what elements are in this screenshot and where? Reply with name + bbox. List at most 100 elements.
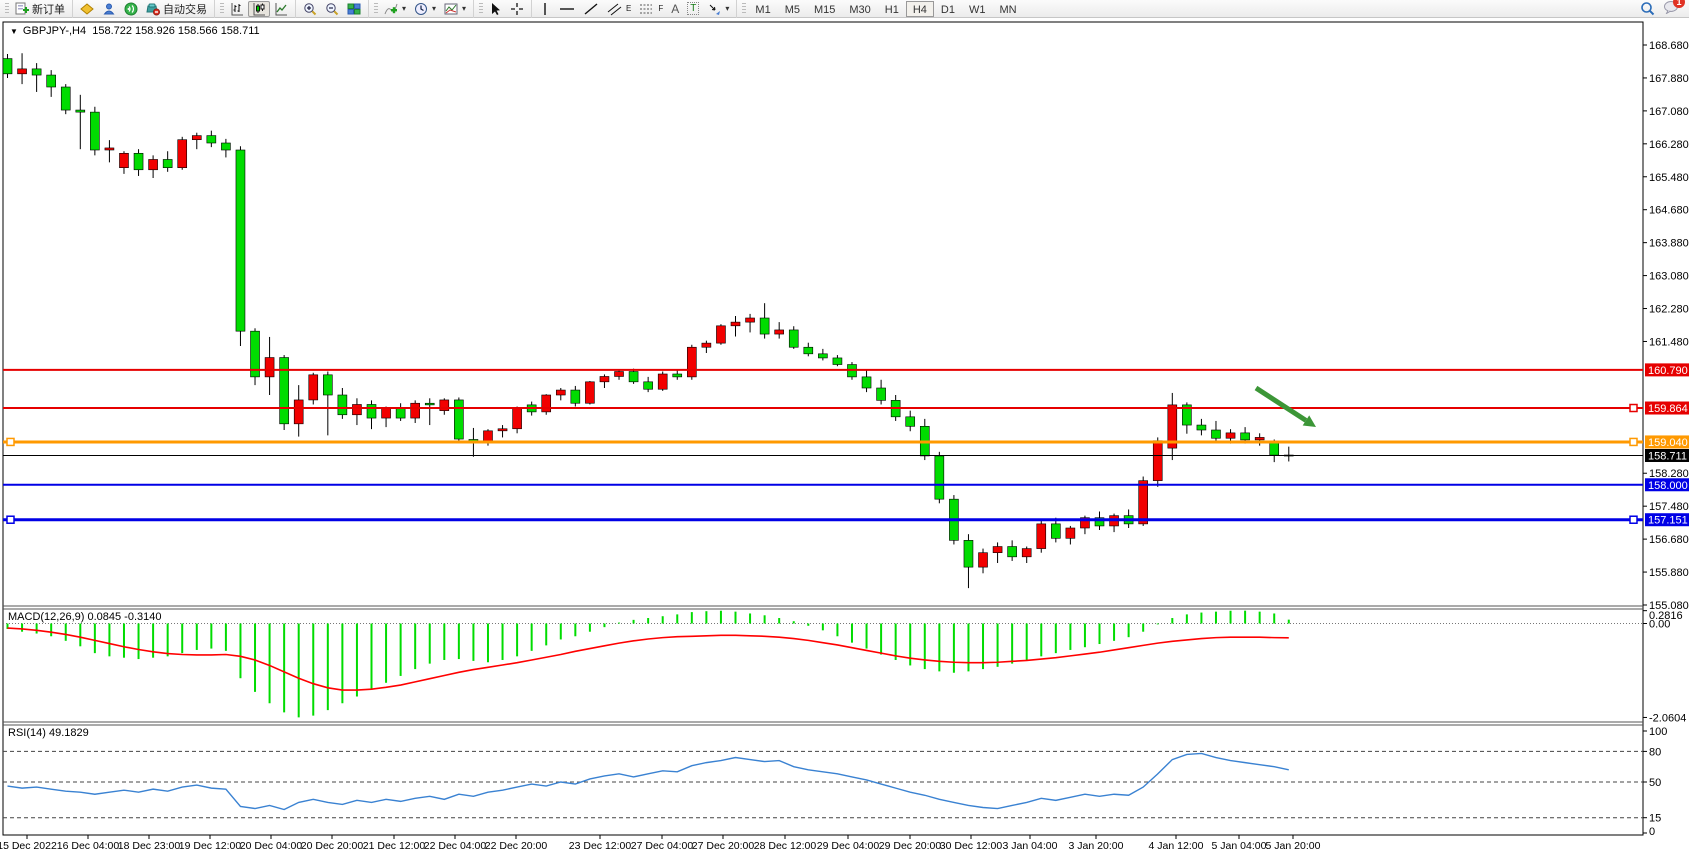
toolbar-grip [5,2,9,15]
line-chart-button[interactable] [270,1,292,17]
new-order-button[interactable]: 新订单 [11,1,69,17]
timeframe-button-W1[interactable]: W1 [968,3,986,16]
candle-down [2,58,13,75]
candle-up [177,139,188,169]
timeframe-button-M15[interactable]: M15 [813,3,836,16]
candle-down [1211,429,1221,439]
crosshair-button[interactable] [506,1,528,17]
tile-windows-button[interactable] [343,1,365,17]
timeframe-button-H1[interactable]: H1 [884,3,899,16]
price-axis-label: 165.480 [1649,172,1689,184]
candle-down [366,404,377,419]
candle-up [657,373,668,390]
candle-up [293,399,304,425]
time-axis-label: 28 Dec 12:00 [754,840,817,852]
search-icon[interactable] [1640,1,1655,16]
candle-down [221,142,231,151]
level-handle-right[interactable] [1629,403,1638,413]
navigator-button[interactable] [98,1,120,17]
autotrading-label: 自动交易 [163,3,207,16]
level-handle-left[interactable] [6,437,15,447]
timeframe-button-M30[interactable]: M30 [849,3,871,16]
zoom-out-button[interactable] [321,1,343,17]
chart-dropdown-icon[interactable]: ▼ [10,27,18,36]
bar-chart-button[interactable] [226,1,248,17]
label-tool-button[interactable]: T [683,1,703,17]
candle-down [643,381,653,390]
timeframe-button-M5[interactable]: M5 [784,3,800,16]
candle-up [614,371,624,377]
template-button[interactable]: ▾ [440,1,470,17]
new-order-label: 新订单 [32,3,65,16]
candle-down [1269,441,1280,456]
candle-down [759,317,770,335]
candle-down [395,407,406,419]
time-axis-label: 19 Dec 12:00 [179,840,242,852]
indicators-button[interactable]: ▾ [380,1,410,17]
time-axis-label: 23 Dec 12:00 [569,840,632,852]
navigator-icon [103,3,115,14]
periods-button[interactable]: ▾ [410,1,440,17]
signals-button[interactable] [120,1,142,17]
time-axis-label: 16 Dec 04:00 [57,840,120,852]
candlestick-chart-button[interactable] [248,0,270,17]
trend-arrow-line[interactable] [1254,385,1308,423]
level-handle-right[interactable] [1629,515,1638,524]
autotrading-button[interactable]: 自动交易 [142,1,211,17]
notifications-button[interactable]: 1 [1663,0,1685,17]
time-axis-label: 3 Jan 20:00 [1069,840,1124,852]
price-axis-label: 157.480 [1649,501,1689,513]
main-toolbar: 新订单 [0,0,1689,18]
candle-down [46,74,56,88]
text-tool-button[interactable]: A [667,1,683,17]
arrows-tool-button[interactable]: ▾ [703,1,733,17]
candle-down [861,376,872,389]
candle-up [716,325,726,344]
timeframe-button-M1[interactable]: M1 [755,3,771,16]
channel-tool-button[interactable]: E [603,1,635,17]
time-axis-label: 27 Dec 20:00 [692,840,755,852]
candle-down [803,346,814,355]
candle-up [352,404,362,416]
level-handle-right[interactable] [1629,437,1638,447]
candle-down [1196,424,1207,431]
toolbar-grip [479,2,484,15]
trend-arrow-head[interactable] [1302,415,1316,427]
horizontal-line-tool-button[interactable] [555,1,579,17]
zoom-out-icon [326,2,339,15]
macd-indicator-label: MACD(12,26,9) 0.0845 -0.3140 [8,611,162,623]
price-axis-label: 164.680 [1649,205,1689,217]
toolbar-grip [220,2,224,15]
candle-down [963,540,974,568]
level-handle-left[interactable] [6,515,15,524]
cursor-button[interactable] [485,1,506,17]
timeframe-button-H4[interactable]: H4 [905,0,934,17]
macd-signal-line [7,627,1289,691]
market-watch-button[interactable] [76,1,98,17]
level-label-box [1645,513,1689,527]
timeframe-button-D1[interactable]: D1 [940,3,955,16]
candle-up [1225,432,1236,439]
candle-down [279,357,289,425]
candle-up [1036,523,1047,549]
candle-up [119,152,129,169]
level-price-label: 157.151 [1648,515,1688,527]
chart-title: ▼ GBPJPY-,H4 158.722 158.926 158.566 158.… [10,25,260,37]
timeframe-button-MN[interactable]: MN [999,3,1017,16]
fibonacci-tool-button[interactable]: F [635,1,667,17]
candle-down [235,149,246,332]
vertical-line-tool-button[interactable] [535,1,555,17]
price-axis-label: 162.280 [1649,304,1689,316]
candlestick-chart-icon [253,2,265,15]
rsi-line [7,752,1289,811]
candle-up [381,407,391,419]
candle-down [570,389,581,404]
trendline-tool-button[interactable] [579,1,603,17]
candle-up [541,394,552,413]
level-label-box [1645,363,1689,377]
line-chart-icon [275,2,287,15]
macd-axis-label: -2.0604 [1649,712,1686,724]
candle-up [992,546,1003,554]
zoom-in-button[interactable] [299,1,321,17]
